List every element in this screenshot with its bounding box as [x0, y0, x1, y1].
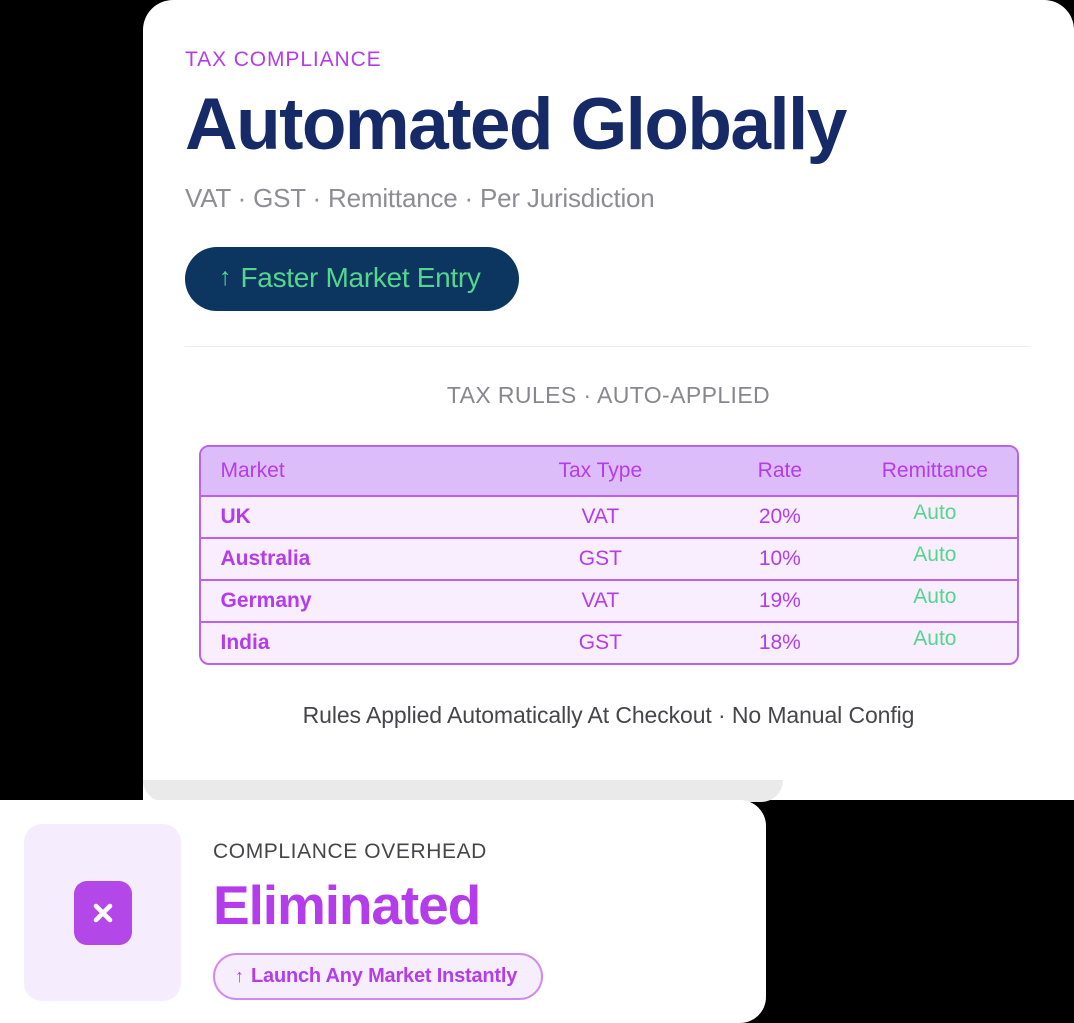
column-header-tax-type: Tax Type	[558, 458, 643, 482]
cell-tax-type: VAT	[581, 504, 620, 528]
table-header-row: Market Tax Type Rate Remittance	[200, 446, 1017, 495]
tax-rules-section: TAX RULES · AUTO-APPLIED Market Tax Type…	[143, 382, 1074, 729]
cell-market: India	[220, 630, 270, 654]
compliance-overhead-text: COMPLIANCE OVERHEAD Eliminated ↑ Launch …	[181, 824, 544, 1000]
tax-rules-footnote: Rules Applied Automatically At Checkout …	[302, 701, 915, 728]
tax-rules-table: Market Tax Type Rate Remittance UK VAT 2…	[198, 444, 1019, 665]
cell-rate: 10%	[758, 546, 801, 570]
compliance-headline: Eliminated	[213, 874, 481, 936]
compliance-overhead-card: COMPLIANCE OVERHEAD Eliminated ↑ Launch …	[0, 800, 766, 1023]
tax-compliance-card: TAX COMPLIANCE Automated Globally VAT · …	[143, 0, 1074, 800]
hero-section: TAX COMPLIANCE Automated Globally VAT · …	[143, 0, 1074, 347]
column-header-rate: Rate	[757, 458, 803, 482]
table-row[interactable]: Australia GST 10% Auto	[200, 536, 1017, 579]
cell-rate: 20%	[758, 504, 801, 528]
cell-rate: 19%	[758, 588, 801, 612]
tax-rules-caption: TAX RULES · AUTO-APPLIED	[446, 381, 771, 408]
table-row[interactable]: UK VAT 20% Auto	[200, 494, 1017, 537]
faster-market-entry-label: Faster Market Entry	[240, 261, 481, 293]
cell-tax-type: VAT	[581, 588, 620, 612]
x-mark-icon	[73, 880, 132, 945]
cell-rate: 18%	[758, 630, 801, 654]
table-row[interactable]: Germany VAT 19% Auto	[200, 578, 1017, 621]
launch-any-market-label: Launch Any Market Instantly	[251, 964, 518, 987]
compliance-eyebrow: COMPLIANCE OVERHEAD	[213, 840, 487, 863]
cell-market: Germany	[220, 588, 312, 612]
cell-tax-type: GST	[578, 630, 622, 654]
page-title: Automated Globally	[185, 84, 847, 166]
table-row[interactable]: India GST 18% Auto	[200, 620, 1017, 663]
hero-eyebrow: TAX COMPLIANCE	[185, 48, 382, 71]
cell-remittance: Auto	[913, 626, 957, 650]
cell-remittance: Auto	[913, 542, 957, 566]
hero-subtitle: VAT · GST · Remittance · Per Jurisdictio…	[185, 182, 655, 213]
card-shadow-strip	[143, 780, 783, 802]
launch-any-market-button[interactable]: ↑ Launch Any Market Instantly	[213, 952, 544, 1000]
arrow-up-icon: ↑	[219, 263, 232, 292]
faster-market-entry-button[interactable]: ↑ Faster Market Entry	[185, 246, 519, 311]
arrow-up-icon: ↑	[235, 965, 244, 986]
section-divider	[185, 345, 1030, 347]
cell-market: UK	[220, 504, 251, 528]
cell-market: Australia	[220, 546, 311, 570]
cell-remittance: Auto	[913, 500, 957, 524]
column-header-market: Market	[220, 458, 285, 482]
cell-tax-type: GST	[578, 546, 622, 570]
cell-remittance: Auto	[913, 584, 957, 608]
icon-tile	[24, 824, 181, 1001]
column-header-remittance: Remittance	[881, 458, 988, 482]
